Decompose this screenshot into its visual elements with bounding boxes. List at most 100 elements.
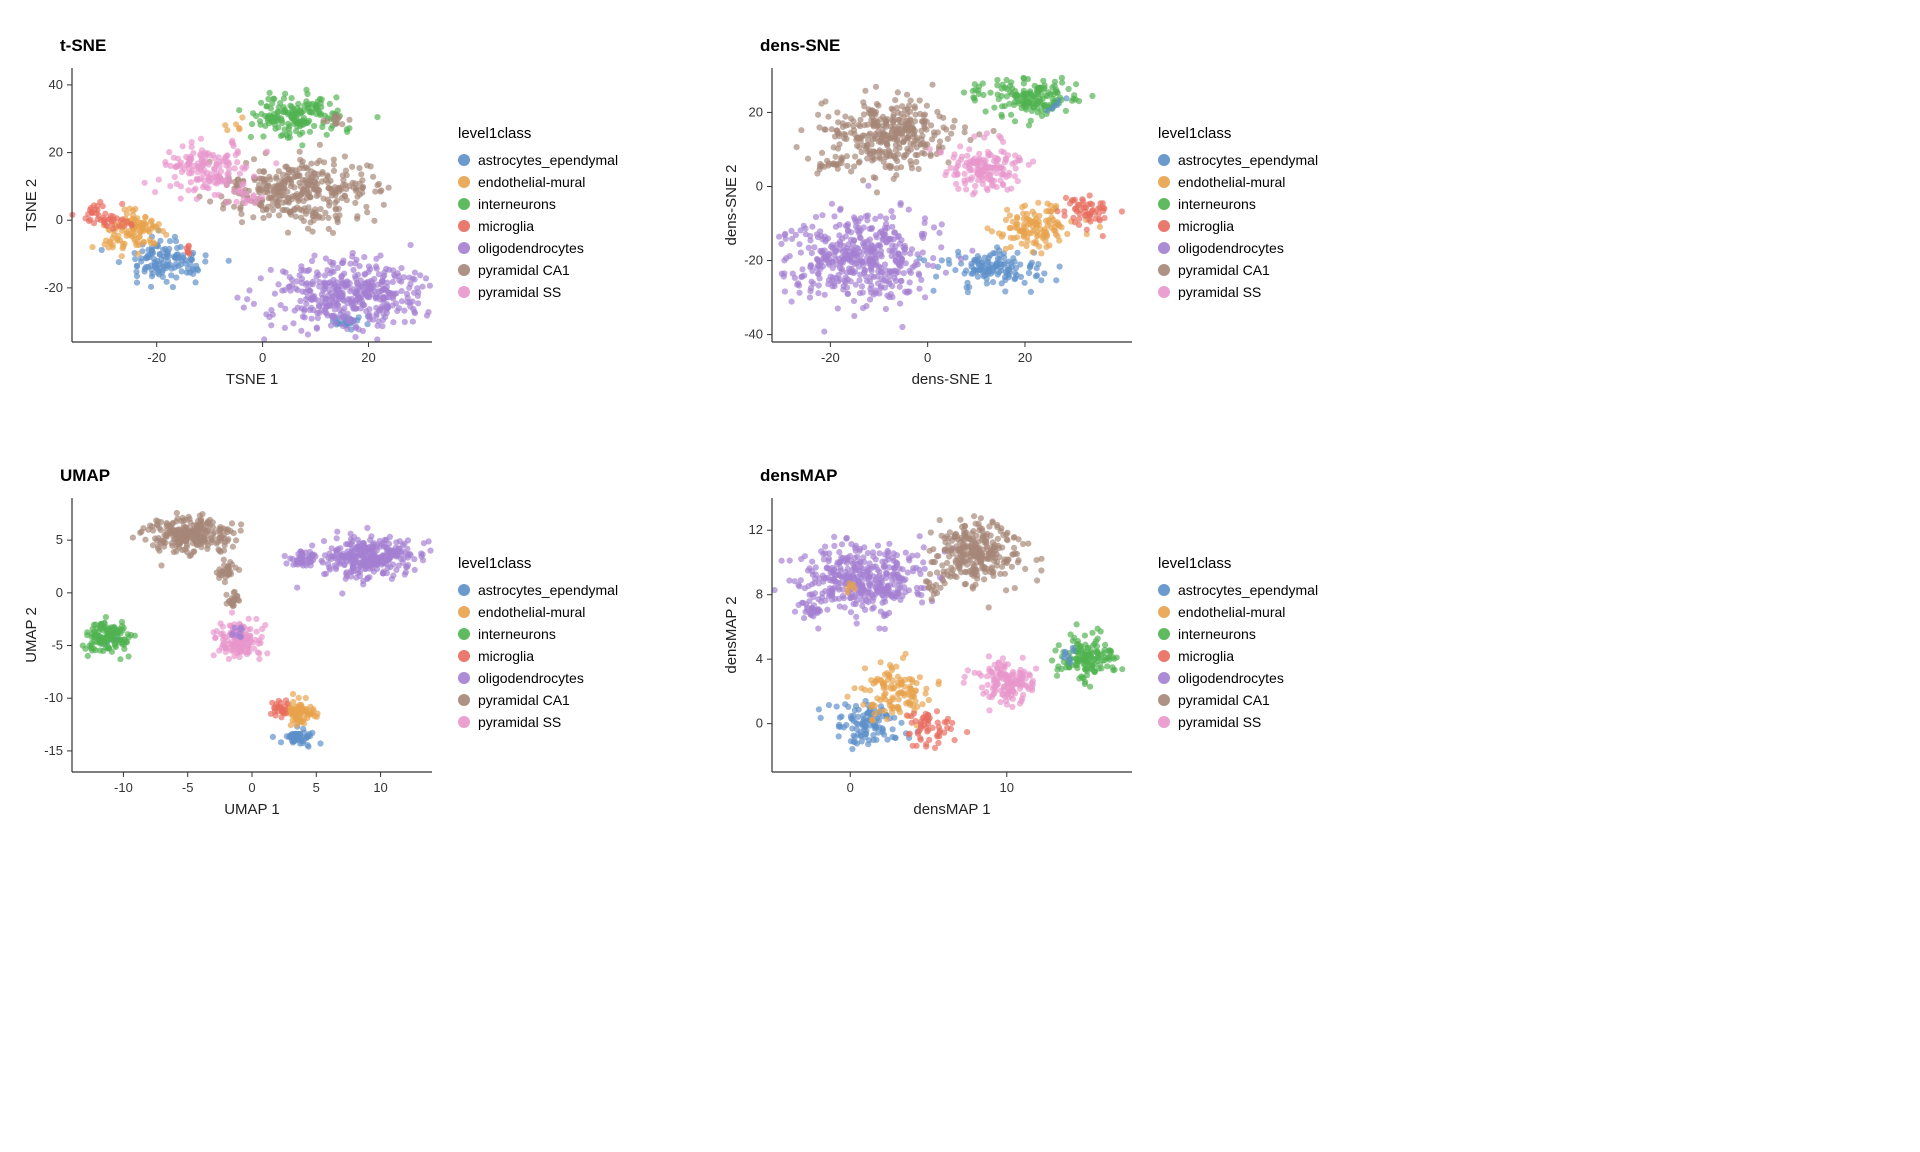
svg-text:UMAP 2: UMAP 2 — [23, 607, 40, 663]
legend-item: pyramidal SS — [458, 714, 618, 730]
denssne-legend: level1class astrocytes_ependymal endothe… — [1158, 125, 1318, 306]
svg-text:0: 0 — [924, 350, 931, 365]
legend-label: microglia — [1178, 648, 1234, 664]
denssne-svg: -20020-40-20020dens-SNE 1dens-SNE 2 — [720, 60, 1140, 390]
legend-swatch — [458, 264, 470, 276]
legend-label: pyramidal SS — [1178, 714, 1261, 730]
legend-swatch — [1158, 220, 1170, 232]
tsne-title: t-SNE — [60, 36, 440, 56]
legend-item: pyramidal CA1 — [458, 262, 618, 278]
legend-item: microglia — [458, 648, 618, 664]
svg-text:dens-SNE 2: dens-SNE 2 — [723, 164, 740, 245]
svg-text:-20: -20 — [147, 350, 166, 365]
svg-text:5: 5 — [313, 780, 320, 795]
legend-swatch — [1158, 650, 1170, 662]
legend-label: pyramidal SS — [1178, 284, 1261, 300]
legend-label: astrocytes_ependymal — [1178, 152, 1318, 168]
legend-item: astrocytes_ependymal — [1158, 582, 1318, 598]
svg-text:-15: -15 — [44, 742, 63, 757]
legend-label: oligodendrocytes — [1178, 240, 1284, 256]
legend-swatch — [1158, 606, 1170, 618]
legend-label: endothelial-mural — [478, 174, 585, 190]
densmap-svg: 01004812densMAP 1densMAP 2 — [720, 490, 1140, 820]
legend-item: endothelial-mural — [1158, 174, 1318, 190]
legend-label: oligodendrocytes — [478, 670, 584, 686]
legend-item: astrocytes_ependymal — [1158, 152, 1318, 168]
legend-swatch — [1158, 286, 1170, 298]
svg-text:20: 20 — [749, 104, 763, 119]
legend-item: pyramidal SS — [1158, 714, 1318, 730]
umap-legend: level1class astrocytes_ependymal endothe… — [458, 555, 618, 736]
legend-item: interneurons — [1158, 626, 1318, 642]
legend-title: level1class — [1158, 125, 1318, 142]
svg-text:-5: -5 — [182, 780, 194, 795]
svg-text:TSNE 2: TSNE 2 — [23, 178, 40, 231]
legend-item: pyramidal CA1 — [458, 692, 618, 708]
legend-swatch — [1158, 198, 1170, 210]
legend-swatch — [1158, 264, 1170, 276]
legend-swatch — [1158, 694, 1170, 706]
legend-item: astrocytes_ependymal — [458, 582, 618, 598]
tsne-legend: level1class astrocytes_ependymal endothe… — [458, 125, 618, 306]
densmap-panel: densMAP 01004812densMAP 1densMAP 2 level… — [720, 450, 1360, 840]
legend-item: oligodendrocytes — [458, 670, 618, 686]
legend-title: level1class — [1158, 555, 1318, 572]
legend-item: endothelial-mural — [1158, 604, 1318, 620]
legend-label: astrocytes_ependymal — [478, 582, 618, 598]
legend-label: endothelial-mural — [1178, 604, 1285, 620]
legend-swatch — [458, 694, 470, 706]
svg-text:5: 5 — [56, 532, 63, 547]
svg-text:-10: -10 — [114, 780, 133, 795]
legend-label: pyramidal SS — [478, 284, 561, 300]
legend-item: interneurons — [458, 196, 618, 212]
legend-swatch — [1158, 716, 1170, 728]
svg-text:10: 10 — [373, 780, 387, 795]
svg-text:-20: -20 — [744, 252, 763, 267]
legend-swatch — [458, 286, 470, 298]
legend-swatch — [1158, 628, 1170, 640]
tsne-svg: -20020-2002040TSNE 1TSNE 2 — [20, 60, 440, 390]
legend-item: microglia — [1158, 648, 1318, 664]
umap-panel: UMAP -10-50510-15-10-505UMAP 1UMAP 2 lev… — [20, 450, 660, 840]
legend-item: endothelial-mural — [458, 174, 618, 190]
svg-text:20: 20 — [361, 350, 375, 365]
legend-label: microglia — [478, 648, 534, 664]
legend-title: level1class — [458, 555, 618, 572]
legend-swatch — [458, 198, 470, 210]
densmap-title: densMAP — [760, 466, 1140, 486]
legend-item: pyramidal SS — [1158, 284, 1318, 300]
svg-text:-40: -40 — [744, 326, 763, 341]
legend-item: pyramidal SS — [458, 284, 618, 300]
svg-text:-20: -20 — [821, 350, 840, 365]
legend-label: interneurons — [478, 196, 556, 212]
denssne-title: dens-SNE — [760, 36, 1140, 56]
tsne-panel: t-SNE -20020-2002040TSNE 1TSNE 2 level1c… — [20, 20, 660, 410]
svg-text:-20: -20 — [44, 279, 63, 294]
legend-swatch — [1158, 672, 1170, 684]
svg-text:-5: -5 — [51, 637, 63, 652]
legend-swatch — [458, 716, 470, 728]
umap-title: UMAP — [60, 466, 440, 486]
svg-text:dens-SNE 1: dens-SNE 1 — [912, 371, 993, 388]
legend-swatch — [1158, 584, 1170, 596]
legend-label: pyramidal CA1 — [478, 692, 570, 708]
svg-text:20: 20 — [49, 144, 63, 159]
svg-text:TSNE 1: TSNE 1 — [226, 371, 279, 388]
scatter-grid: t-SNE -20020-2002040TSNE 1TSNE 2 level1c… — [20, 20, 1360, 840]
umap-svg: -10-50510-15-10-505UMAP 1UMAP 2 — [20, 490, 440, 820]
legend-swatch — [458, 176, 470, 188]
legend-swatch — [458, 242, 470, 254]
legend-item: astrocytes_ependymal — [458, 152, 618, 168]
legend-label: interneurons — [1178, 626, 1256, 642]
legend-item: microglia — [458, 218, 618, 234]
legend-item: oligodendrocytes — [1158, 670, 1318, 686]
legend-item: microglia — [1158, 218, 1318, 234]
legend-swatch — [458, 650, 470, 662]
legend-label: astrocytes_ependymal — [1178, 582, 1318, 598]
denssne-panel: dens-SNE -20020-40-20020dens-SNE 1dens-S… — [720, 20, 1360, 410]
legend-swatch — [458, 606, 470, 618]
svg-text:0: 0 — [259, 350, 266, 365]
svg-text:0: 0 — [756, 178, 763, 193]
legend-item: interneurons — [458, 626, 618, 642]
legend-label: pyramidal SS — [478, 714, 561, 730]
